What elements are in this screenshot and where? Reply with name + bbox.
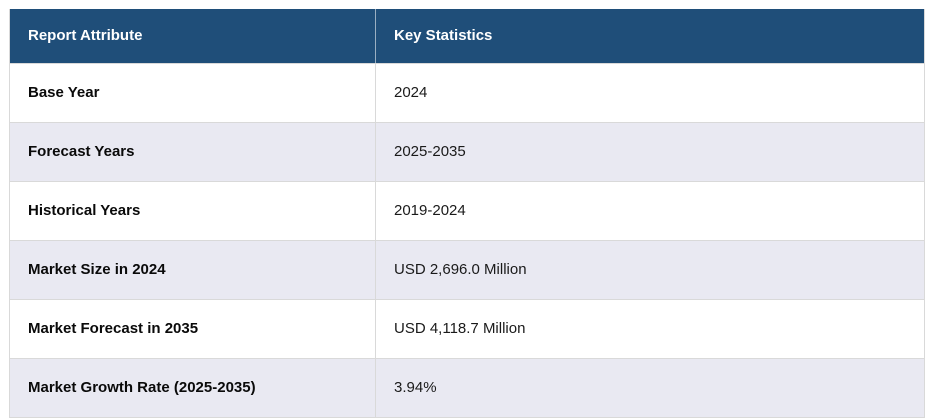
table-row: Historical Years 2019-2024 bbox=[10, 181, 924, 240]
table-header-row: Report Attribute Key Statistics bbox=[10, 9, 924, 63]
attribute-cell: Historical Years bbox=[10, 182, 376, 240]
column-header-report-attribute: Report Attribute bbox=[10, 9, 376, 63]
value-cell: USD 2,696.0 Million bbox=[394, 261, 527, 279]
column-header-key-statistics: Key Statistics bbox=[394, 27, 493, 45]
attribute-cell: Forecast Years bbox=[10, 123, 376, 181]
attribute-cell: Base Year bbox=[10, 64, 376, 122]
table-row: Forecast Years 2025-2035 bbox=[10, 122, 924, 181]
attribute-cell: Market Forecast in 2035 bbox=[10, 300, 376, 358]
value-cell: 2025-2035 bbox=[394, 143, 466, 161]
value-cell: 2019-2024 bbox=[394, 202, 466, 220]
report-statistics-table: Report Attribute Key Statistics Base Yea… bbox=[9, 9, 925, 418]
table-body: Base Year 2024 Forecast Years 2025-2035 … bbox=[10, 63, 924, 417]
attribute-cell: Market Size in 2024 bbox=[10, 241, 376, 299]
value-cell: USD 4,118.7 Million bbox=[394, 320, 526, 338]
table-row: Market Forecast in 2035 USD 4,118.7 Mill… bbox=[10, 299, 924, 358]
attribute-cell: Market Growth Rate (2025-2035) bbox=[10, 359, 376, 417]
value-cell: 2024 bbox=[394, 84, 428, 102]
table-row: Market Growth Rate (2025-2035) 3.94% bbox=[10, 358, 924, 417]
value-cell: 3.94% bbox=[394, 379, 437, 397]
table-row: Base Year 2024 bbox=[10, 63, 924, 122]
table-row: Market Size in 2024 USD 2,696.0 Million bbox=[10, 240, 924, 299]
